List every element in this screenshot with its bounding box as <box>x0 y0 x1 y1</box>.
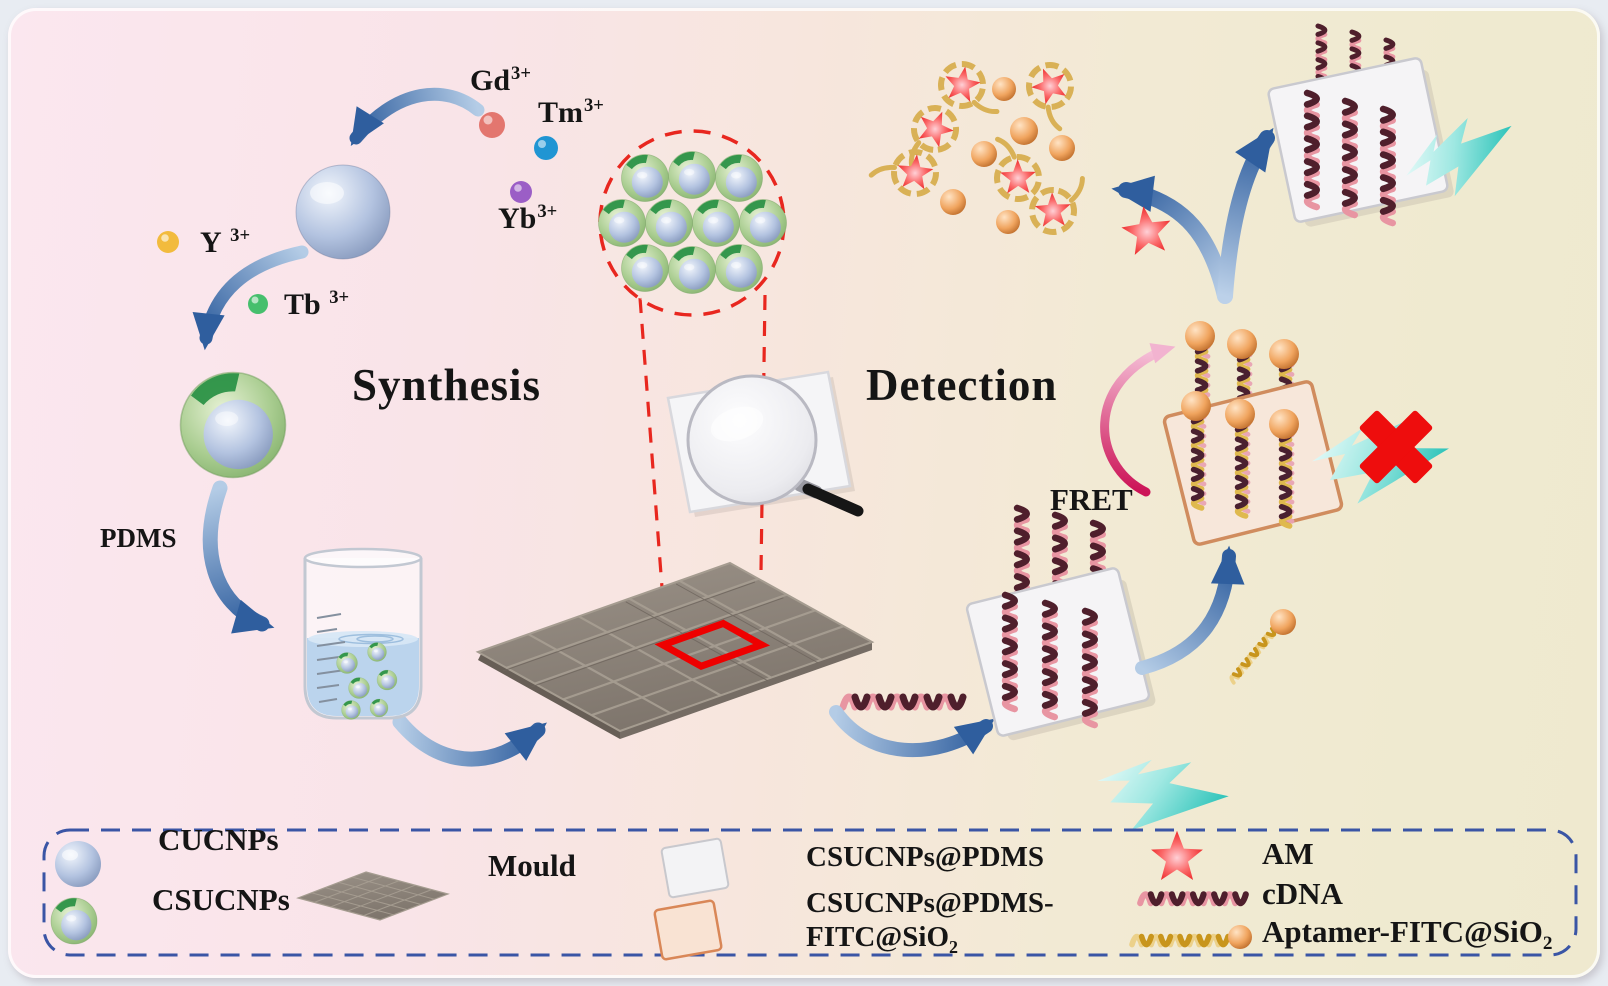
sio2-balls <box>1181 321 1299 439</box>
y-ion-dot <box>157 231 179 253</box>
legend-cucnp-icon <box>55 841 101 887</box>
magnifier-handle <box>802 483 864 517</box>
csucnp-pdms-cdna-plate <box>965 508 1156 741</box>
ion-label-y: Y 3+ <box>200 225 251 259</box>
legend-pdms-film-icon <box>660 837 730 899</box>
tb-ion-dot <box>248 294 268 314</box>
legend-label-csucnps: CSUCNPs <box>152 882 290 917</box>
arrow-plate-to-fret <box>1135 549 1236 675</box>
legend-fitc-film-icon <box>653 899 723 961</box>
fret-label: FRET <box>1050 482 1133 517</box>
beaker-liquid <box>307 638 419 716</box>
beaker-graduations <box>316 613 346 703</box>
ion-label-yb: Yb3+ <box>498 201 558 235</box>
pdms-label: PDMS <box>100 523 177 553</box>
recovered-cdna-plate <box>1267 26 1454 227</box>
legend-label-aptamer: Aptamer-FITC@SiO2 <box>1262 914 1553 955</box>
sio2-balls-released <box>940 77 1075 234</box>
mould <box>475 561 875 739</box>
legend-label-am: AM <box>1262 836 1314 871</box>
free-aptamer-fitc <box>1227 609 1296 685</box>
no-emission-cross-icon <box>1359 410 1433 484</box>
ion-dots <box>157 112 558 314</box>
legend-cdna-icon <box>1140 894 1246 903</box>
yb-ion-dot <box>510 181 532 203</box>
cucnp-sphere <box>295 164 391 260</box>
fret-arrow <box>1100 345 1169 497</box>
legend-box <box>42 828 1578 961</box>
tm-ion-dot <box>534 136 558 160</box>
synthesis-title: Synthesis <box>352 360 542 410</box>
synthesis-arrows <box>188 87 558 767</box>
aptamer-am-complexes <box>871 56 1091 236</box>
legend-csucnp-icon <box>50 897 98 945</box>
legend-border <box>42 828 1578 957</box>
magnifier-lens-icon <box>686 374 818 506</box>
cdna-helix-free <box>843 697 963 707</box>
legend-label-csucnps-pdms: CSUCNPs@PDMS <box>806 841 1045 873</box>
csucnp-particle-large <box>179 371 287 479</box>
fork-arrows <box>1109 117 1289 304</box>
legend-label-csucnps-pdms-fitc-line2: FITC@SiO2 <box>806 921 958 957</box>
arrow-ions-to-sphere <box>349 87 485 145</box>
legend-label-mould: Mould <box>488 848 576 883</box>
legend-label-csucnps-pdms-fitc-line1: CSUCNPs@PDMS- <box>806 887 1054 919</box>
beaker <box>303 547 423 720</box>
legend-am-icon <box>1151 830 1203 881</box>
ion-label-gd: Gd3+ <box>470 63 531 97</box>
legend-mould-icon <box>296 871 450 921</box>
gd-ion-dot <box>479 112 505 138</box>
csucnp-cluster <box>598 151 787 294</box>
fret-plate-group <box>1162 321 1344 546</box>
excitation-lightning-middle <box>1085 732 1236 859</box>
ion-label-tm: Tm3+ <box>538 95 604 129</box>
mould-highlight-square <box>654 619 771 671</box>
magnifier-film <box>666 370 864 517</box>
legend-aptamer-icon <box>1132 925 1252 949</box>
detection-title: Detection <box>866 360 1058 410</box>
arrow-pdms-to-beaker <box>202 480 270 632</box>
legend-label-cdna: cDNA <box>1262 876 1343 911</box>
ion-label-tb: Tb 3+ <box>284 287 350 321</box>
legend-label-cucnps: CUCNPs <box>158 822 279 857</box>
